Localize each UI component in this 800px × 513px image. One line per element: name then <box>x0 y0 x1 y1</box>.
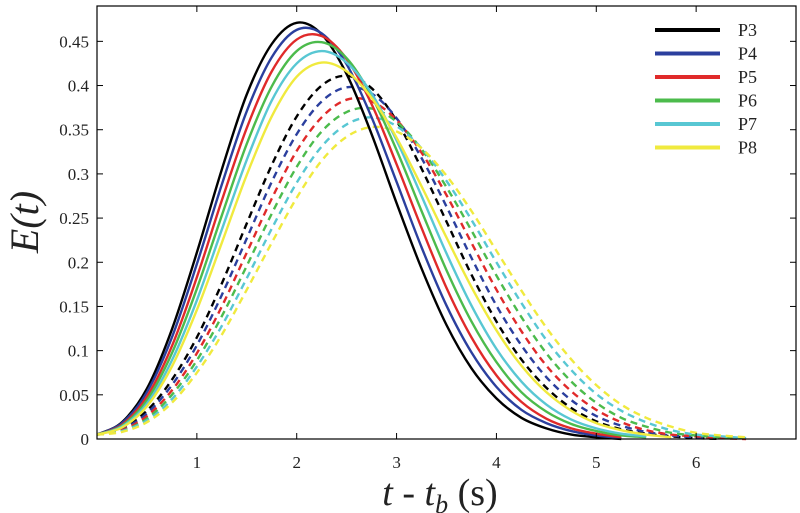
x-tick-label: 3 <box>392 453 401 472</box>
y-tick-label: 0.4 <box>68 77 90 96</box>
plot-frame <box>96 5 797 440</box>
x-tick-label: 4 <box>492 453 501 472</box>
legend-label-p5: P5 <box>738 67 757 87</box>
series-line-dashed-10 <box>96 116 747 440</box>
y-tick-label: 0.35 <box>59 121 89 140</box>
series-line-dashed-8 <box>96 96 747 441</box>
legend: P3 P4 P5 P6 P7 P8 <box>655 20 757 158</box>
y-tick-label: 0.3 <box>68 165 89 184</box>
x-tick-label: 1 <box>193 453 202 472</box>
x-axis-title-main: t - t <box>382 472 436 513</box>
series-line-p7 <box>96 49 647 438</box>
y-axis-title: E(t) <box>2 191 47 254</box>
x-tick-label: 2 <box>292 453 301 472</box>
series-line-dashed-9 <box>96 106 747 440</box>
y-tick-label: 0.15 <box>59 297 89 316</box>
series-layer <box>96 21 747 441</box>
x-axis-title: t - tb (s) <box>382 472 497 513</box>
series-line-p8 <box>96 61 672 439</box>
legend-label-p3: P3 <box>738 20 757 40</box>
series-line-p4 <box>96 26 622 440</box>
x-axis-title-tail: (s) <box>448 472 498 513</box>
y-tick-label: 0.2 <box>68 253 89 272</box>
x-tick-label: 5 <box>592 453 601 472</box>
legend-label-p8: P8 <box>738 138 757 158</box>
legend-label-p4: P4 <box>738 44 757 64</box>
series-line-p3 <box>96 21 622 441</box>
y-tick-label: 0.05 <box>59 386 89 405</box>
legend-label-p7: P7 <box>738 114 757 134</box>
y-tick-label: 0.1 <box>68 342 89 361</box>
series-line-p5 <box>96 32 622 439</box>
series-line-dashed-11 <box>96 125 747 439</box>
x-tick-label: 6 <box>692 453 701 472</box>
y-tick-label: 0.25 <box>59 209 89 228</box>
y-tick-label: 0 <box>81 430 90 449</box>
x-axis-title-sub: b <box>435 490 448 513</box>
series-line-dashed-7 <box>96 85 722 440</box>
tick-layer: 1 2 3 4 5 6 0 0.05 0.1 0.15 0.2 0.25 0.3 0.35 0.4 0.45 <box>59 6 796 472</box>
y-tick-label: 0.45 <box>59 32 89 51</box>
legend-label-p6: P6 <box>738 91 757 111</box>
